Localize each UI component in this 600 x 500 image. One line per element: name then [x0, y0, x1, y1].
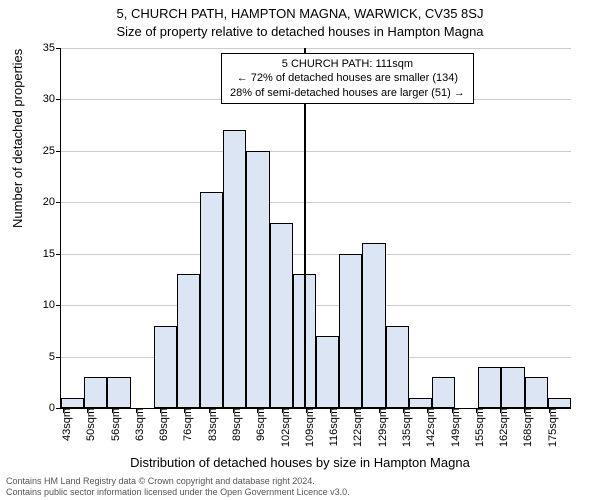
y-tick-label: 35 — [43, 42, 61, 54]
x-tick-label: 96sqm — [247, 408, 267, 441]
histogram-bar — [409, 398, 432, 408]
grid-line — [61, 151, 571, 152]
footer-attribution: Contains HM Land Registry data © Crown c… — [6, 476, 350, 498]
plot-area: 0510152025303543sqm50sqm56sqm63sqm69sqm7… — [60, 48, 571, 409]
x-tick-label: 149sqm — [442, 408, 462, 447]
grid-line — [61, 48, 571, 49]
histogram-bar — [478, 367, 501, 408]
x-axis-label: Distribution of detached houses by size … — [0, 455, 600, 470]
histogram-bar — [107, 377, 130, 408]
footer-line-1: Contains HM Land Registry data © Crown c… — [6, 476, 350, 487]
x-tick-label: 76sqm — [174, 408, 194, 441]
histogram-bar — [362, 243, 385, 408]
y-tick-label: 15 — [43, 248, 61, 260]
x-tick-label: 116sqm — [320, 408, 340, 446]
histogram-bar — [84, 377, 107, 408]
x-tick-label: 69sqm — [150, 408, 170, 441]
x-tick-label: 50sqm — [77, 408, 97, 441]
x-tick-label: 135sqm — [393, 408, 413, 447]
histogram-bar — [386, 326, 409, 408]
x-tick-label: 155sqm — [466, 408, 486, 447]
footer-line-2: Contains public sector information licen… — [6, 487, 350, 498]
x-tick-label: 89sqm — [223, 408, 243, 441]
grid-line — [61, 202, 571, 203]
y-tick-label: 30 — [43, 93, 61, 105]
histogram-bar — [525, 377, 548, 408]
annotation-line-3: 28% of semi-detached houses are larger (… — [230, 86, 465, 100]
x-tick-label: 175sqm — [539, 408, 559, 447]
histogram-bar — [246, 151, 269, 408]
y-tick-label: 10 — [43, 299, 61, 311]
x-tick-label: 56sqm — [102, 408, 122, 441]
histogram-bar — [432, 377, 455, 408]
x-tick-label: 122sqm — [344, 408, 364, 447]
x-tick-label: 109sqm — [296, 408, 316, 447]
y-tick-label: 5 — [49, 351, 61, 363]
x-tick-label: 63sqm — [126, 408, 146, 441]
grid-line — [61, 305, 571, 306]
histogram-bar — [548, 398, 571, 408]
x-tick-label: 162sqm — [490, 408, 510, 447]
grid-line — [61, 254, 571, 255]
x-tick-label: 83sqm — [199, 408, 219, 441]
chart-container: 5, CHURCH PATH, HAMPTON MAGNA, WARWICK, … — [0, 0, 600, 500]
y-tick-label: 25 — [43, 145, 61, 157]
histogram-bar — [223, 130, 246, 408]
chart-title-sub: Size of property relative to detached ho… — [0, 24, 600, 39]
x-tick-label: 102sqm — [272, 408, 292, 447]
histogram-bar — [61, 398, 84, 408]
histogram-bar — [154, 326, 177, 408]
histogram-bar — [339, 254, 362, 408]
x-tick-label: 168sqm — [514, 408, 534, 447]
histogram-bar — [177, 274, 200, 408]
x-tick-label: 142sqm — [417, 408, 437, 447]
x-tick-label: 129sqm — [369, 408, 389, 447]
histogram-bar — [316, 336, 339, 408]
histogram-bar — [501, 367, 524, 408]
x-tick-label: 43sqm — [53, 408, 73, 441]
y-axis-label: Number of detached properties — [10, 49, 25, 228]
chart-title-main: 5, CHURCH PATH, HAMPTON MAGNA, WARWICK, … — [0, 6, 600, 21]
histogram-bar — [270, 223, 293, 408]
annotation-line-1: 5 CHURCH PATH: 111sqm — [230, 57, 465, 71]
histogram-bar — [200, 192, 223, 408]
y-tick-label: 20 — [43, 196, 61, 208]
annotation-box: 5 CHURCH PATH: 111sqm ← 72% of detached … — [221, 53, 474, 104]
annotation-line-2: ← 72% of detached houses are smaller (13… — [230, 71, 465, 85]
